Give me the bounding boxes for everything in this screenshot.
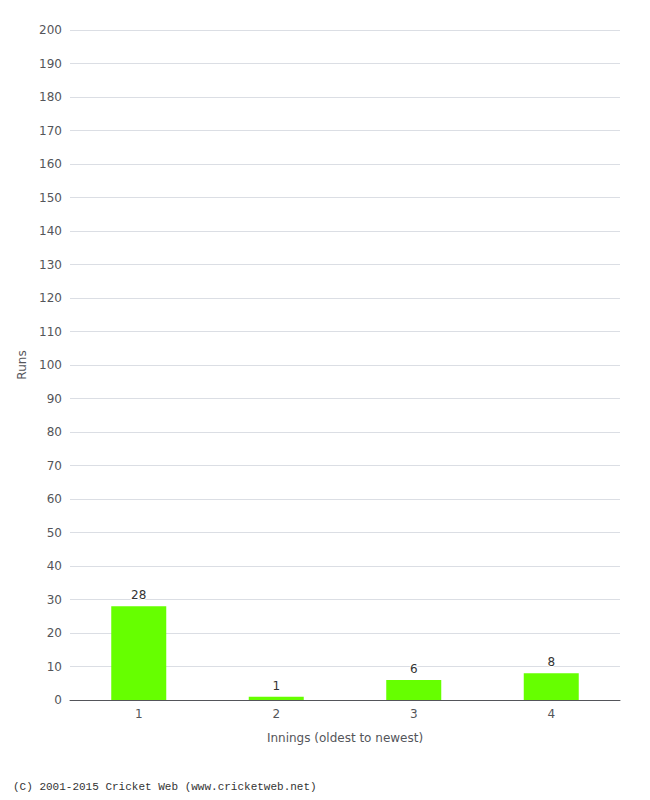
svg-text:3: 3 <box>410 707 418 721</box>
svg-text:140: 140 <box>39 224 62 238</box>
svg-text:10: 10 <box>47 660 62 674</box>
svg-text:1: 1 <box>135 707 143 721</box>
svg-text:0: 0 <box>54 693 62 707</box>
svg-text:110: 110 <box>39 325 62 339</box>
svg-text:2: 2 <box>272 707 280 721</box>
svg-text:200: 200 <box>39 23 62 37</box>
svg-text:8: 8 <box>547 655 555 669</box>
svg-text:Innings (oldest to newest): Innings (oldest to newest) <box>267 731 423 745</box>
svg-text:90: 90 <box>47 392 62 406</box>
svg-text:100: 100 <box>39 358 62 372</box>
svg-text:180: 180 <box>39 90 62 104</box>
svg-text:130: 130 <box>39 258 62 272</box>
svg-text:Runs: Runs <box>15 350 29 379</box>
svg-text:40: 40 <box>47 559 62 573</box>
svg-text:150: 150 <box>39 191 62 205</box>
svg-text:80: 80 <box>47 425 62 439</box>
svg-text:28: 28 <box>131 588 146 602</box>
svg-text:190: 190 <box>39 57 62 71</box>
svg-text:20: 20 <box>47 626 62 640</box>
svg-text:1: 1 <box>272 679 280 693</box>
svg-text:120: 120 <box>39 291 62 305</box>
svg-text:30: 30 <box>47 593 62 607</box>
svg-text:(C) 2001-2015 Cricket Web (www: (C) 2001-2015 Cricket Web (www.cricketwe… <box>13 781 317 793</box>
svg-text:170: 170 <box>39 124 62 138</box>
svg-text:60: 60 <box>47 492 62 506</box>
svg-text:70: 70 <box>47 459 62 473</box>
svg-text:160: 160 <box>39 157 62 171</box>
svg-text:50: 50 <box>47 526 62 540</box>
svg-text:4: 4 <box>547 707 555 721</box>
svg-text:6: 6 <box>410 662 418 676</box>
